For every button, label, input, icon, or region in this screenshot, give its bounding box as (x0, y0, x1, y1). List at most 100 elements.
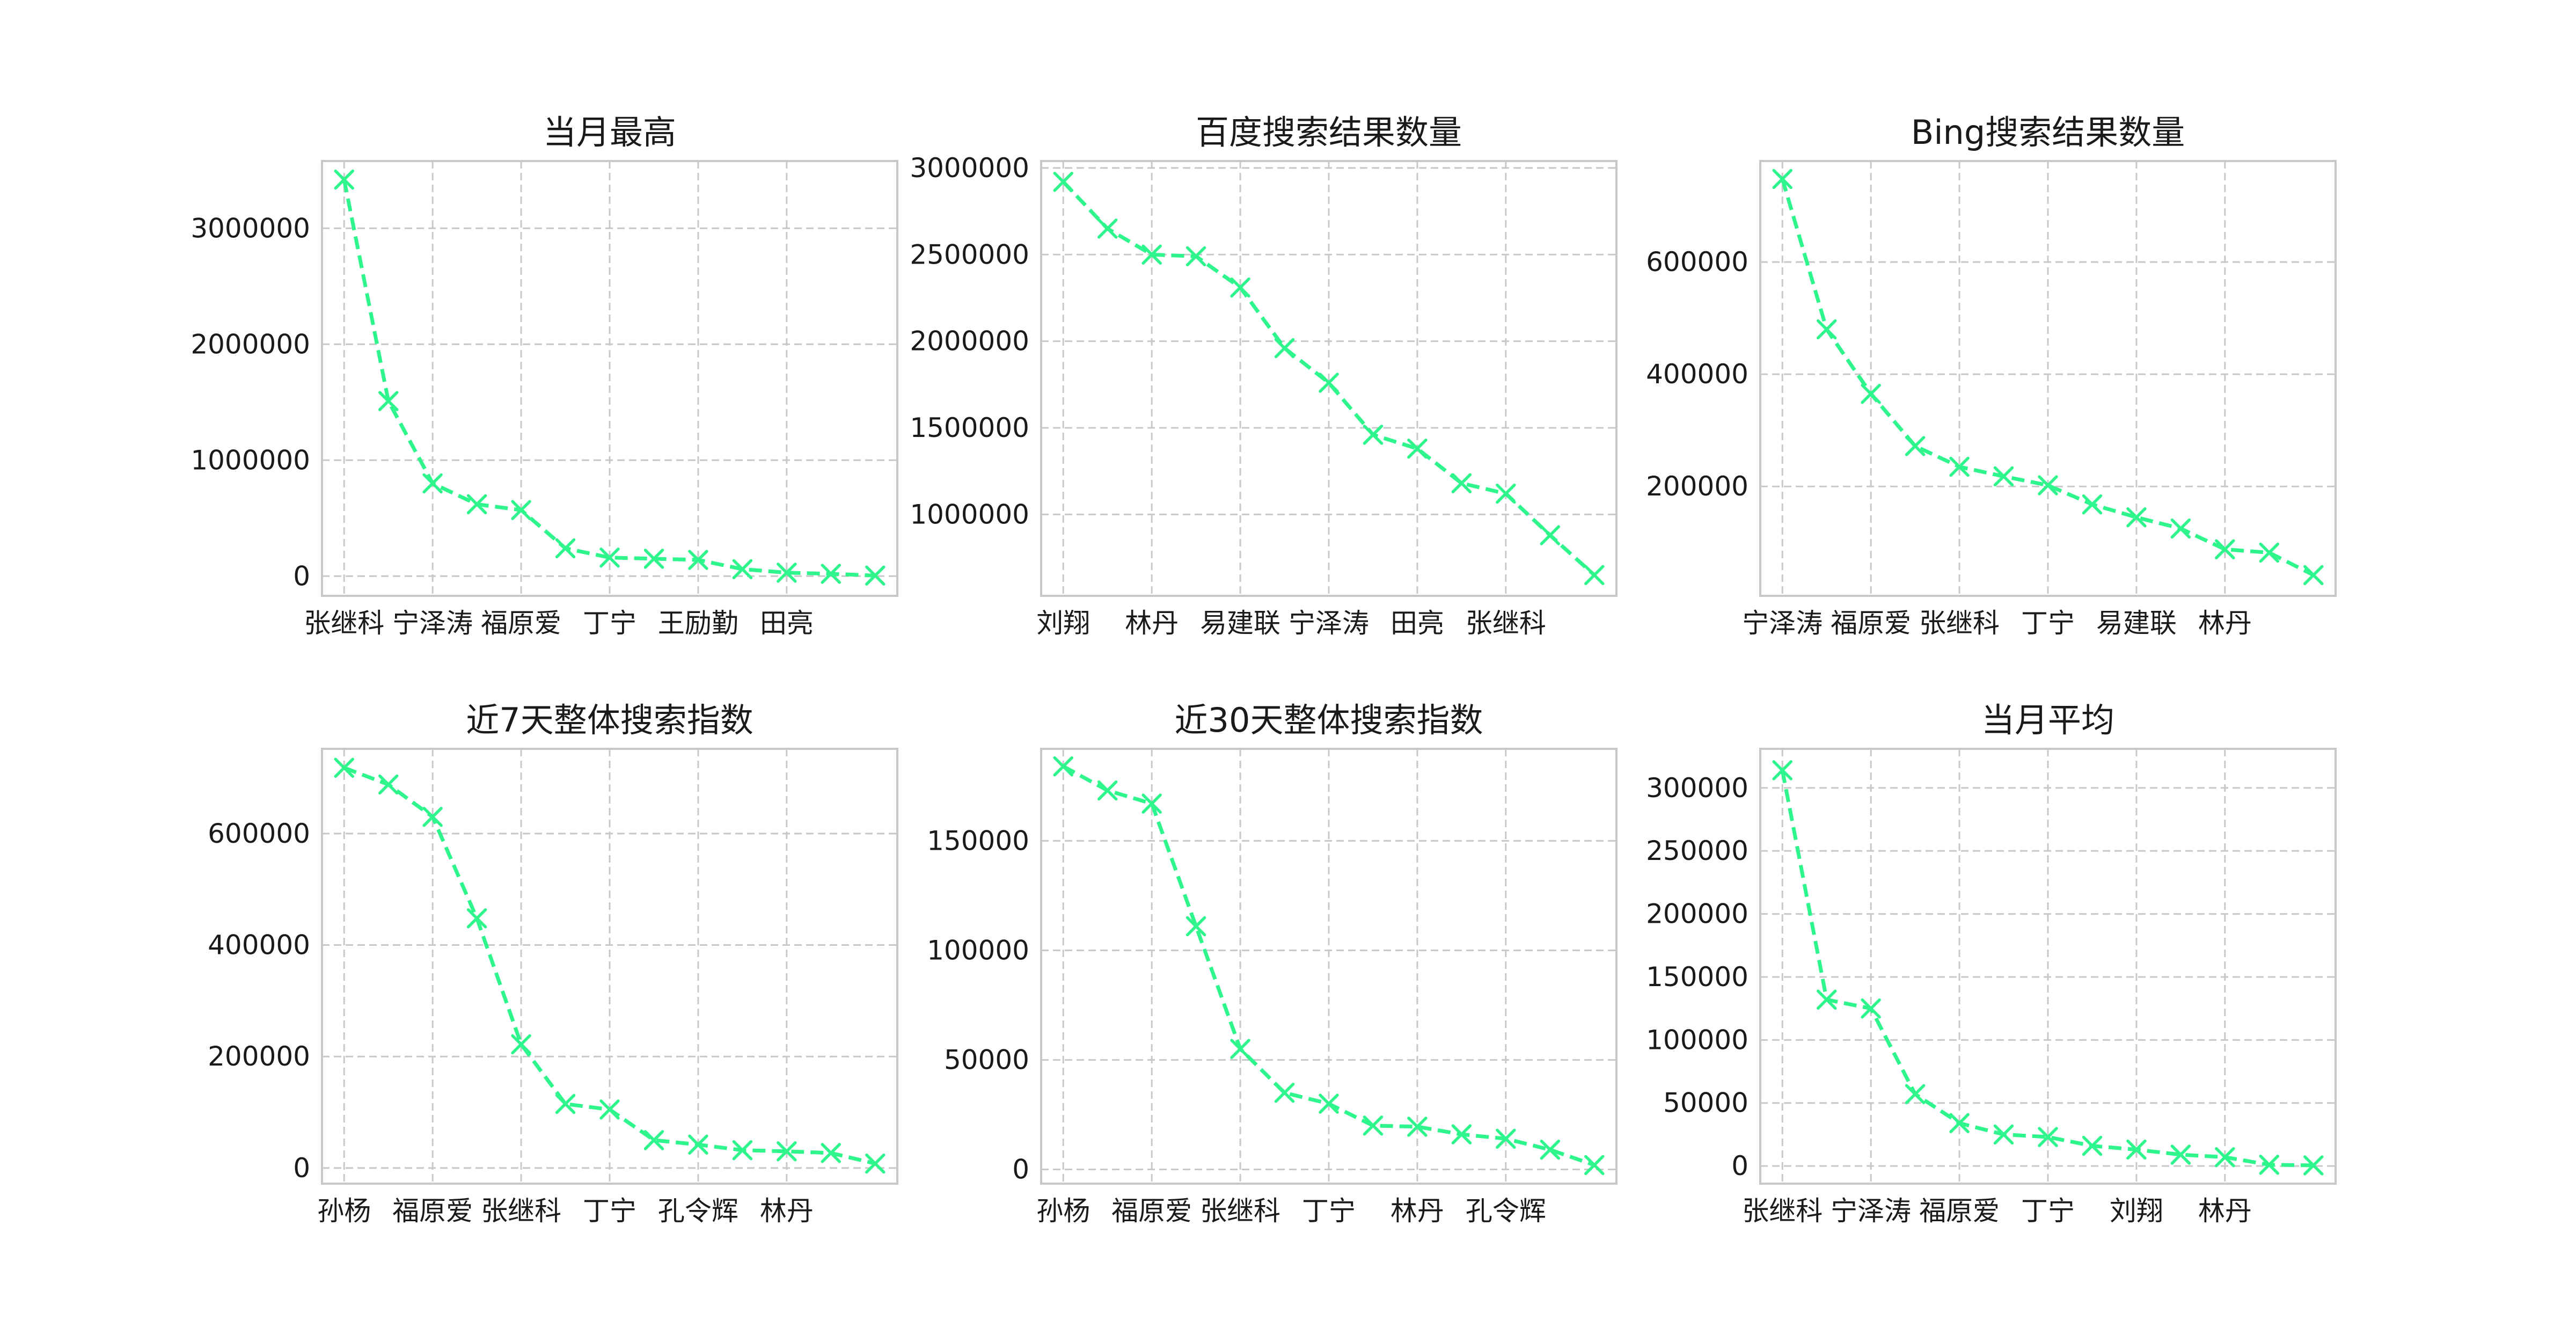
x-tick-label: 田亮 (760, 608, 814, 639)
x-tick-label: 林丹 (760, 1195, 814, 1227)
axes-frame (321, 160, 898, 597)
marker-stroke (1496, 1128, 1516, 1149)
marker-stroke (2082, 1135, 2103, 1156)
y-tick-label: 600000 (1646, 246, 1748, 278)
y-tick-label: 2500000 (910, 239, 1029, 270)
x-tick-label: 福原爱 (481, 608, 561, 639)
x-tick-label: 福原爱 (1919, 1195, 2000, 1227)
data-point (1053, 756, 1073, 777)
data-point (1274, 338, 1295, 359)
data-point (599, 547, 620, 568)
x-tick-label: 宁泽涛 (1742, 608, 1823, 639)
y-tick-label: 400000 (1646, 359, 1748, 390)
marker-stroke (599, 1099, 620, 1120)
x-tick-label: 林丹 (2198, 608, 2252, 639)
data-point (1407, 438, 1428, 459)
y-tick-label: 1500000 (910, 412, 1029, 443)
marker-stroke (865, 565, 885, 586)
data-point (1905, 1084, 1926, 1105)
x-tick-label: 张继科 (1742, 1195, 1823, 1227)
marker-stroke (2303, 565, 2324, 586)
y-tick-label: 250000 (1646, 835, 1748, 866)
chart-title: 近7天整体搜索指数 (466, 701, 753, 740)
x-tick-label: 易建联 (1200, 608, 1280, 639)
data-point (643, 549, 664, 569)
data-point (1949, 1113, 1970, 1134)
marker-stroke (2038, 1127, 2058, 1147)
y-tick-label: 200000 (208, 1041, 310, 1072)
y-tick-label: 0 (293, 560, 310, 592)
data-point (1540, 525, 1561, 545)
x-tick-label: 张继科 (1200, 1195, 1280, 1227)
x-tick-label: 宁泽涛 (1289, 608, 1369, 639)
x-tick-label: 福原爱 (1111, 1195, 1192, 1227)
marker-stroke (2215, 539, 2235, 560)
x-tick-label: 孔令辉 (658, 1195, 738, 1227)
axes-frame (1040, 160, 1618, 597)
data-point (643, 1130, 664, 1150)
y-tick-label: 400000 (208, 930, 310, 961)
y-tick-label: 100000 (1646, 1024, 1748, 1055)
x-tick-label: 田亮 (1391, 608, 1444, 639)
data-point (1097, 780, 1118, 801)
data-point (334, 757, 354, 778)
marker-stroke (1185, 916, 1206, 937)
data-point (1451, 473, 1472, 493)
chart-title: 百度搜索结果数量 (1196, 113, 1462, 152)
marker-stroke (821, 564, 841, 584)
marker-stroke (1496, 483, 1516, 504)
data-point (1230, 1039, 1250, 1059)
x-tick-label: 宁泽涛 (1831, 1195, 1911, 1227)
marker-stroke (1993, 466, 2014, 487)
data-point (1185, 916, 1206, 937)
marker-stroke (1363, 425, 1384, 445)
data-point (378, 774, 399, 795)
y-tick-label: 3000000 (910, 152, 1029, 184)
y-tick-label: 0 (1012, 1154, 1029, 1185)
data-point (1319, 1093, 1339, 1114)
data-point (1772, 169, 1792, 189)
marker-stroke (1319, 373, 1339, 393)
marker-stroke (2126, 1139, 2147, 1160)
data-point (2082, 494, 2103, 515)
data-point (1993, 466, 2014, 487)
marker-stroke (511, 500, 531, 520)
axes-frame (1759, 160, 2337, 597)
marker-stroke (334, 169, 354, 190)
data-point (1905, 436, 1926, 456)
data-point (777, 1141, 797, 1162)
marker-stroke (2259, 1155, 2280, 1175)
marker-stroke (821, 1143, 841, 1163)
marker-stroke (1274, 1082, 1295, 1103)
data-point (1363, 1115, 1384, 1136)
data-point (1496, 483, 1516, 504)
data-point (422, 806, 443, 827)
marker-stroke (1451, 473, 1472, 493)
marker-stroke (688, 550, 708, 570)
marker-stroke (1097, 218, 1118, 239)
marker-stroke (1274, 338, 1295, 359)
y-tick-label: 150000 (1646, 961, 1748, 993)
data-point (1949, 456, 1970, 477)
x-tick-label: 刘翔 (1036, 608, 1090, 639)
marker-stroke (732, 559, 753, 580)
axes-frame (1040, 748, 1618, 1185)
data-point (1861, 383, 1881, 404)
marker-stroke (1905, 436, 1926, 456)
data-point (466, 494, 487, 515)
marker-stroke (865, 1153, 885, 1174)
marker-stroke (1185, 246, 1206, 267)
marker-stroke (643, 549, 664, 569)
marker-stroke (1772, 760, 1792, 781)
marker-stroke (1141, 244, 1162, 265)
marker-stroke (2259, 542, 2280, 563)
x-tick-label: 张继科 (1466, 608, 1546, 639)
marker-stroke (688, 1134, 708, 1155)
data-point (1230, 277, 1250, 298)
marker-stroke (1363, 1115, 1384, 1136)
data-point (1141, 793, 1162, 814)
y-tick-label: 2000000 (910, 326, 1029, 357)
marker-stroke (555, 538, 576, 559)
